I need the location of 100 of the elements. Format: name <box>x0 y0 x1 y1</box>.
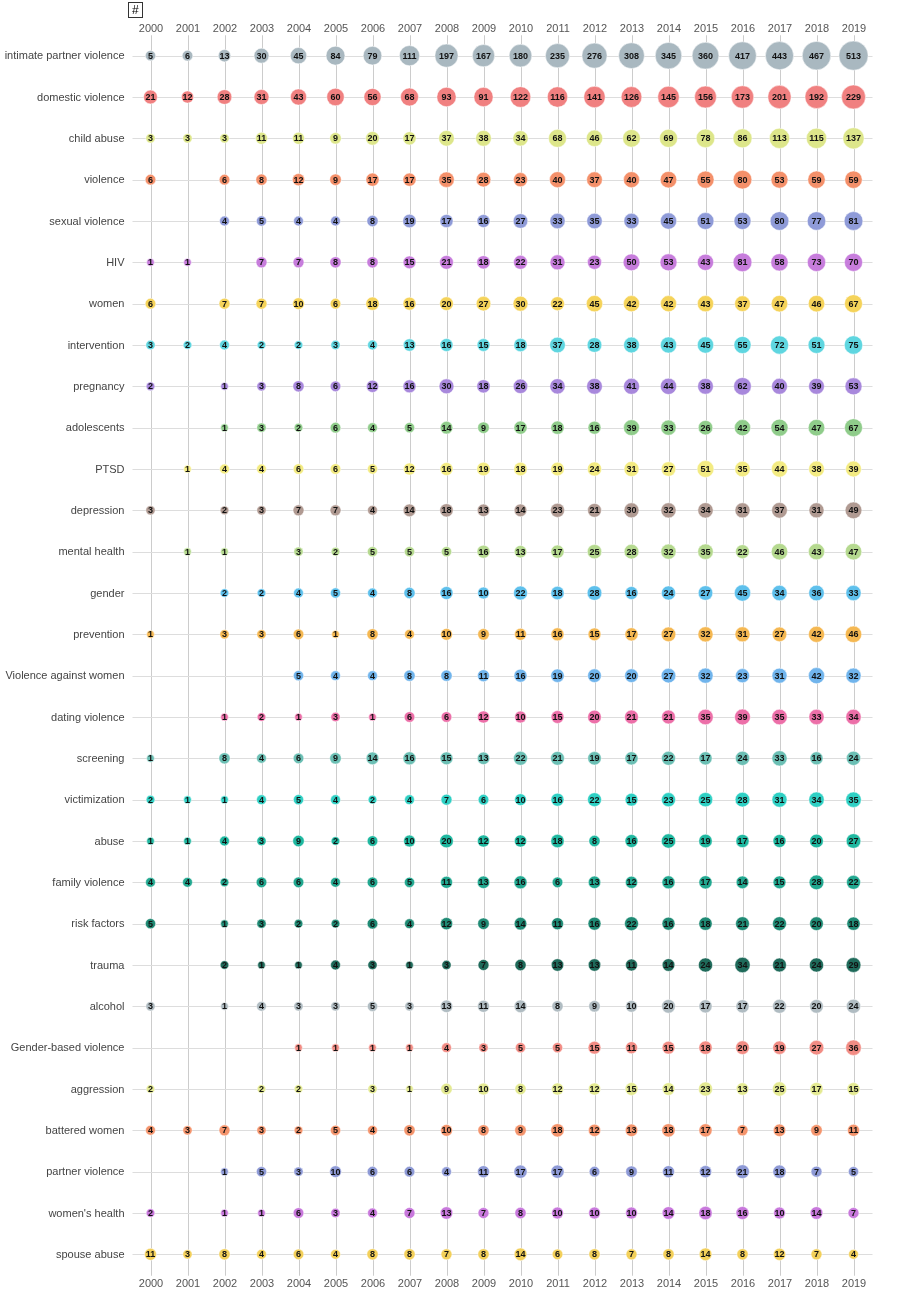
data-label: 5 <box>554 1042 561 1053</box>
data-label: 4 <box>332 794 339 805</box>
category-label: 2011 <box>546 21 570 34</box>
data-label: 13 <box>441 1208 452 1218</box>
data-label: 3 <box>258 381 265 392</box>
data-label: 22 <box>515 588 526 598</box>
data-label: 12 <box>589 1084 600 1094</box>
data-label: 17 <box>367 174 378 185</box>
category-label: 2002 <box>212 21 238 34</box>
data-label: 11 <box>478 670 489 681</box>
data-label: 10 <box>774 1208 785 1218</box>
data-label: 39 <box>737 712 748 722</box>
data-label: 41 <box>626 381 637 392</box>
data-label: 7 <box>295 257 302 268</box>
data-label: 45 <box>589 298 600 309</box>
data-label: 4 <box>258 794 265 805</box>
data-label: 16 <box>404 753 415 764</box>
data-label: 4 <box>332 216 339 226</box>
data-label: 14 <box>515 918 526 929</box>
data-label: 17 <box>404 133 415 144</box>
data-label: 5 <box>369 1001 376 1012</box>
data-label: 6 <box>369 877 376 888</box>
data-label: 3 <box>258 918 265 929</box>
data-label: 18 <box>774 1166 785 1177</box>
data-label: 17 <box>626 753 637 764</box>
data-label: 3 <box>295 546 302 557</box>
data-label: 21 <box>589 505 600 516</box>
y-tick-label: battered women <box>45 1123 125 1136</box>
data-label: 14 <box>811 1208 822 1218</box>
data-label: 3 <box>147 340 154 350</box>
data-label: 15 <box>848 1084 859 1094</box>
data-label: 15 <box>589 629 600 640</box>
data-label: 37 <box>552 340 563 350</box>
data-label: 2 <box>147 1084 154 1094</box>
data-label: 18 <box>700 918 711 929</box>
data-label: 16 <box>663 877 674 888</box>
data-label: 34 <box>737 960 748 970</box>
data-label: 8 <box>517 1208 524 1218</box>
data-label: 45 <box>293 50 304 61</box>
data-label: 45 <box>700 340 711 350</box>
data-label: 21 <box>737 1166 748 1177</box>
data-label: 60 <box>330 92 341 102</box>
data-label: 42 <box>663 298 674 309</box>
data-label: 31 <box>256 92 267 102</box>
y-tick-label: Violence against women <box>5 669 125 682</box>
data-label: 16 <box>515 670 526 681</box>
data-label: 6 <box>295 464 302 474</box>
data-label: 43 <box>293 92 304 102</box>
data-label: 11 <box>256 133 267 144</box>
data-label: 10 <box>515 794 526 805</box>
data-label: 28 <box>219 92 230 102</box>
data-label: 22 <box>848 877 859 888</box>
data-label: 20 <box>441 836 452 846</box>
data-label: 62 <box>626 133 637 144</box>
data-label: 10 <box>404 836 415 846</box>
data-label: 20 <box>589 670 600 681</box>
data-label: 18 <box>700 1042 711 1053</box>
data-label: 14 <box>663 960 674 970</box>
data-label: 8 <box>369 1249 376 1260</box>
data-label: 7 <box>295 505 302 516</box>
data-label: 24 <box>848 1001 859 1012</box>
data-label: 22 <box>515 753 526 764</box>
data-label: 11 <box>626 960 637 970</box>
data-label: 14 <box>515 505 526 516</box>
data-label: 49 <box>848 505 859 516</box>
x-tick-label: 2011 <box>546 1276 570 1289</box>
data-label: 19 <box>700 836 711 846</box>
data-label: 44 <box>663 381 674 392</box>
data-label: 28 <box>737 794 748 805</box>
data-label: 16 <box>737 1208 748 1218</box>
data-label: 42 <box>811 629 822 640</box>
data-label: 22 <box>774 1001 785 1012</box>
data-label: 15 <box>774 877 785 888</box>
data-label: 9 <box>332 133 339 144</box>
data-label: 10 <box>478 1084 489 1094</box>
data-label: 7 <box>813 1249 820 1260</box>
data-label: 34 <box>700 505 711 516</box>
data-label: 19 <box>478 464 489 474</box>
data-label: 1 <box>147 836 154 846</box>
data-label: 167 <box>475 50 492 61</box>
data-label: 20 <box>589 712 600 722</box>
data-label: 91 <box>478 92 489 102</box>
data-label: 11 <box>478 1166 489 1177</box>
data-label: 33 <box>626 216 637 226</box>
category-label: 2019 <box>841 21 867 34</box>
data-label: 113 <box>772 133 787 144</box>
data-label: 22 <box>515 257 526 268</box>
data-label: 17 <box>552 1166 563 1177</box>
y-tick-label: adolescents <box>65 421 125 434</box>
data-label: 3 <box>147 133 154 144</box>
data-label: 9 <box>628 1166 635 1177</box>
y-tick-label: intimate partner violence <box>4 49 125 62</box>
x-tick-label: 2017 <box>767 1276 793 1289</box>
data-label: 21 <box>774 960 785 970</box>
data-label: 8 <box>554 1001 561 1012</box>
data-label: 1 <box>332 629 339 640</box>
category-label: 2007 <box>397 21 423 34</box>
data-label: 18 <box>478 257 489 268</box>
data-label: 11 <box>293 133 304 144</box>
x-tick-label: 2000 <box>138 1276 164 1289</box>
